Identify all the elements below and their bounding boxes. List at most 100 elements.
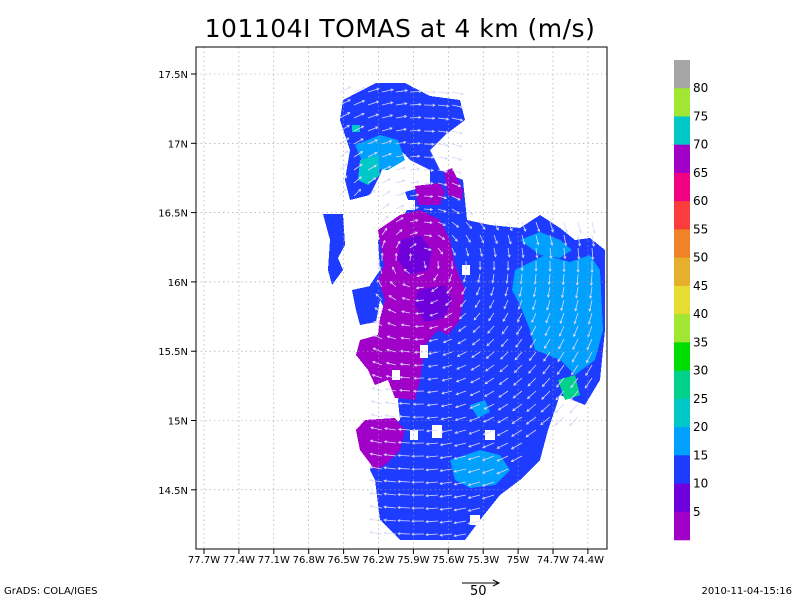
- wind-vector: [423, 155, 435, 159]
- wind-vector: [439, 455, 453, 460]
- wind-vector: [397, 453, 411, 458]
- wind-vector: [563, 221, 568, 234]
- colorbar-swatch: [674, 116, 690, 146]
- wind-vector: [385, 374, 397, 379]
- wind-vector: [429, 299, 439, 304]
- wind-vector: [526, 403, 537, 412]
- wind-vector: [409, 89, 423, 94]
- colorbar-label: 30: [693, 364, 708, 378]
- wind-vector: [513, 377, 523, 386]
- wind-vector: [525, 429, 537, 438]
- wind-vector: [569, 416, 579, 427]
- wind-vector: [532, 299, 537, 311]
- wind-vector: [453, 442, 467, 447]
- wind-vector: [439, 533, 453, 537]
- wind-vector: [383, 466, 397, 470]
- lon-tick-label: 76.2W: [362, 555, 394, 566]
- wind-vector: [496, 455, 509, 462]
- wind-vector: [549, 247, 553, 260]
- wind-vector: [413, 376, 425, 380]
- wind-vector: [436, 260, 440, 270]
- lat-tick-label: 17.5N: [158, 70, 188, 81]
- wind-vector: [395, 229, 403, 236]
- wind-vector: [559, 312, 565, 324]
- wind-vector: [442, 351, 453, 356]
- wind-vector: [511, 429, 523, 437]
- wind-vector: [534, 260, 538, 272]
- wind-vector: [528, 351, 537, 362]
- wind-vector: [453, 481, 467, 486]
- wind-vector: [453, 468, 467, 473]
- wind-vector: [499, 364, 509, 373]
- wind-vector: [469, 390, 481, 397]
- wind-vector: [439, 494, 453, 498]
- grads-credit: GrADS: COLA/IGES: [4, 586, 98, 597]
- wind-vector: [521, 247, 525, 259]
- wind-vector: [367, 87, 380, 93]
- grid-lines: [196, 47, 607, 549]
- wind-vector: [441, 364, 453, 369]
- colorbar-label: 55: [693, 222, 708, 236]
- wind-vector: [370, 400, 383, 405]
- wind-vector: [423, 142, 435, 146]
- wind-vector: [467, 455, 481, 461]
- wind-vector: [541, 390, 551, 400]
- wind-vector: [547, 273, 551, 286]
- wind-vector: [516, 325, 523, 336]
- wind-vector: [569, 403, 579, 414]
- wind-vector: [587, 312, 593, 325]
- wind-vector: [451, 91, 464, 96]
- lon-tick-label: 77.1W: [258, 555, 290, 566]
- wind-vector: [445, 299, 453, 306]
- wind-vector: [423, 260, 427, 269]
- wind-vector: [546, 286, 551, 298]
- wind-vector: [489, 299, 495, 309]
- colorbar-label: 5: [693, 505, 701, 519]
- wind-vector: [367, 139, 379, 145]
- wind-vector: [448, 273, 453, 283]
- wind-vector: [456, 364, 467, 370]
- wind-vector: [585, 364, 593, 377]
- wind-vector: [369, 478, 383, 483]
- colorbar-swatch: [674, 427, 690, 456]
- colorbar-label: 60: [693, 194, 708, 208]
- wind-vector: [496, 442, 509, 449]
- wind-vector: [510, 455, 523, 463]
- wind-vector: [528, 364, 537, 374]
- wind-vector: [395, 192, 406, 197]
- wind-vector: [373, 321, 383, 327]
- wind-vector: [476, 286, 481, 296]
- wind-vector: [414, 311, 425, 316]
- wind-vector: [586, 338, 593, 351]
- wind-vector: [398, 414, 411, 418]
- wind-vector: [531, 312, 537, 324]
- wind-vector: [507, 234, 512, 245]
- wind-vector: [521, 221, 527, 232]
- wind-vector: [439, 520, 453, 524]
- wind-vector: [487, 325, 495, 334]
- colorbar-label: 35: [693, 335, 708, 349]
- wind-vector: [402, 283, 411, 288]
- wind-vector: [444, 312, 453, 318]
- wind-vector: [532, 286, 537, 298]
- wind-vector: [395, 217, 404, 223]
- wind-vector: [369, 531, 383, 535]
- wind-vector: [427, 390, 439, 394]
- wind-vector: [400, 336, 411, 340]
- wind-vector: [339, 175, 348, 184]
- wind-vector: [572, 338, 579, 350]
- wind-vector: [423, 116, 436, 120]
- wind-vector: [457, 338, 467, 345]
- wind-vector: [451, 221, 460, 228]
- wind-vector: [488, 312, 495, 322]
- wind-vector: [472, 325, 481, 333]
- wind-vector: [411, 493, 425, 497]
- wind-vector: [453, 494, 467, 499]
- wind-vector: [517, 299, 523, 310]
- wind-vector: [339, 162, 349, 171]
- wind-vector: [453, 520, 467, 525]
- wind-vector: [535, 247, 539, 259]
- wind-vector: [426, 416, 439, 420]
- wind-vector: [425, 468, 439, 472]
- colorbar-swatch: [674, 172, 690, 202]
